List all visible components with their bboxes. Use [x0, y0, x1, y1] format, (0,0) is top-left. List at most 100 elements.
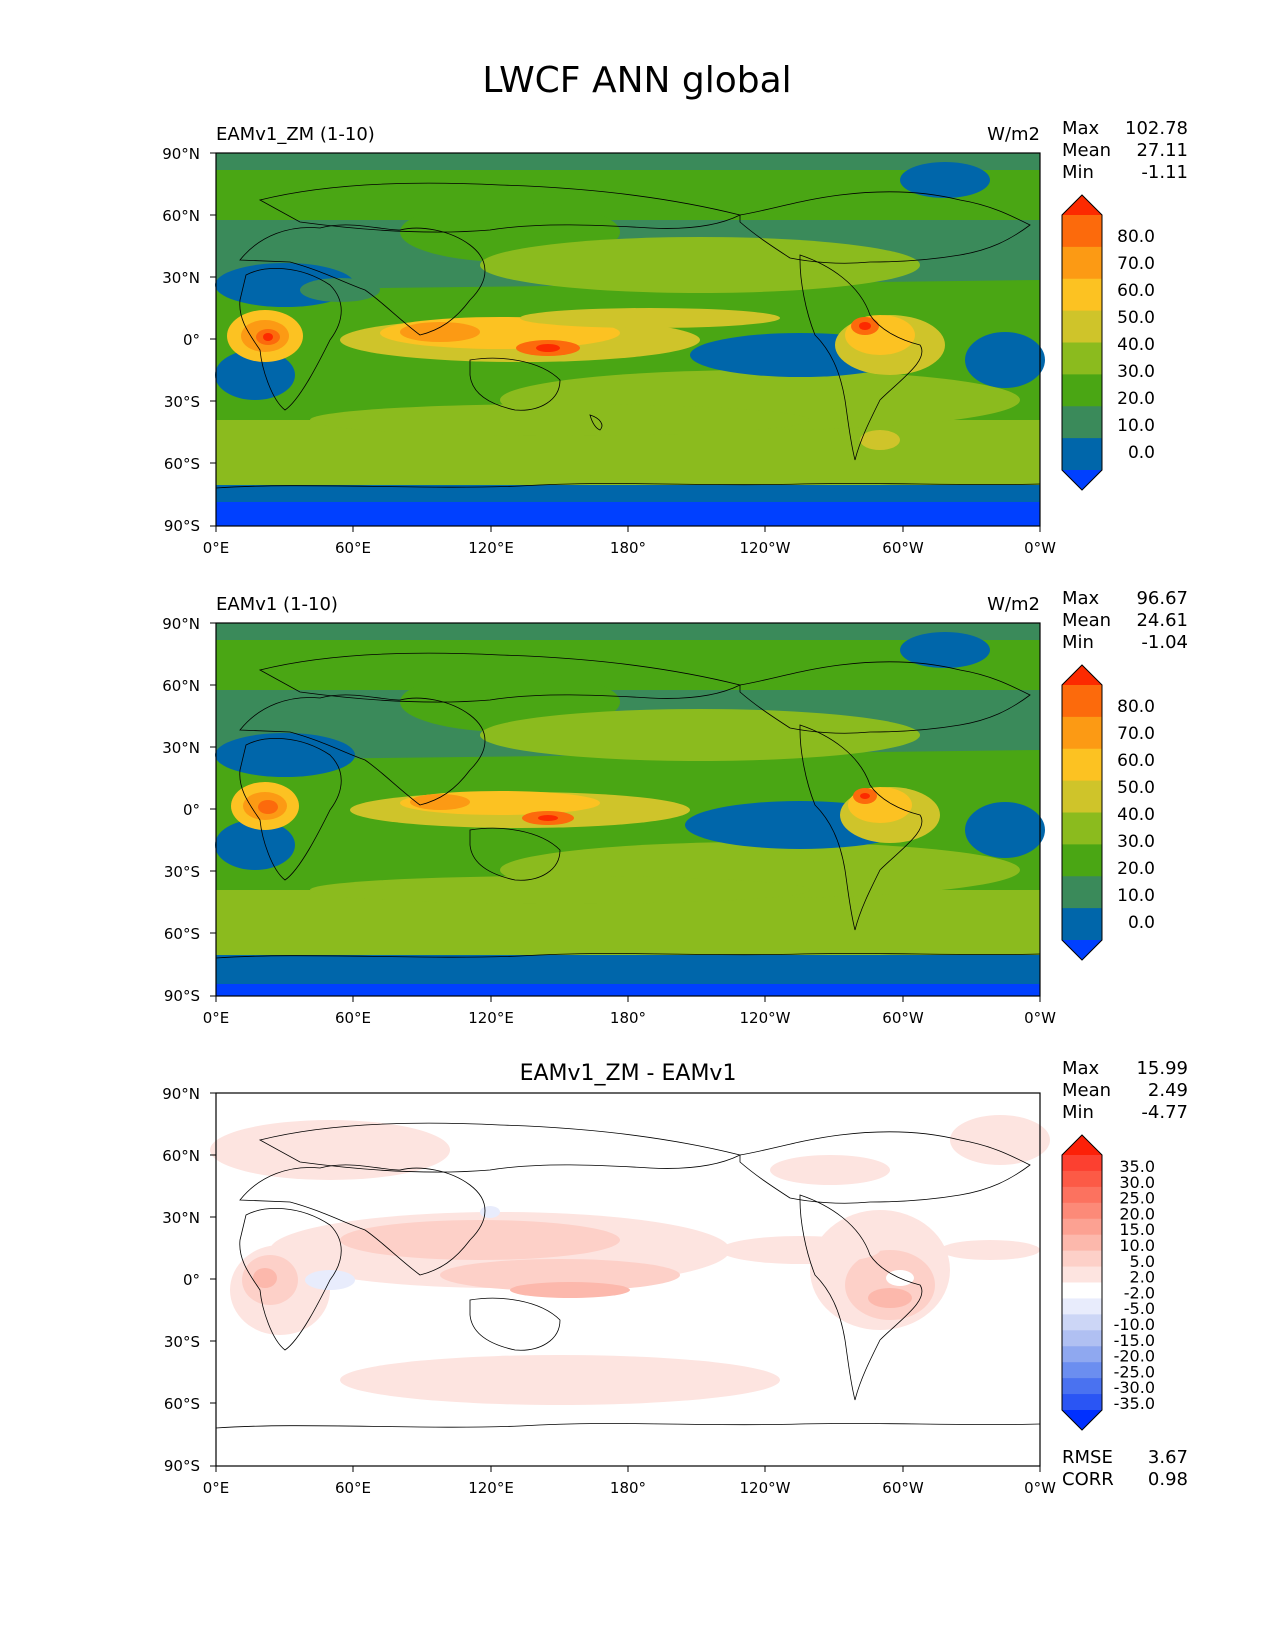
colorbar-swatch — [1062, 310, 1102, 343]
colorbar-tick-label: 0.0 — [1128, 443, 1155, 463]
colorbar-swatch — [1062, 246, 1102, 280]
map-field — [215, 623, 1045, 996]
colorbar-swatch — [1062, 685, 1102, 718]
colorbar-swatch — [1062, 374, 1102, 407]
colorbar-swatch — [1062, 1298, 1102, 1315]
colorbar-swatch — [1062, 438, 1102, 471]
lat-tick-label: 90°S — [164, 987, 200, 1005]
colorbar-tick-label: 10.0 — [1117, 886, 1155, 906]
panel-units: W/m2 — [987, 124, 1040, 145]
lat-tick-label: 90°N — [162, 145, 200, 163]
map-field — [210, 1093, 1050, 1466]
colorbar-tick-label: 60.0 — [1117, 751, 1155, 771]
stats-block: Max 102.78 Mean 27.11 Min -1.11 — [1062, 118, 1188, 183]
lon-tick-label: 60°E — [335, 1009, 371, 1027]
colorbar-swatch — [1062, 844, 1102, 877]
stat-max-label: Max — [1062, 588, 1100, 609]
colorbar-swatch — [1062, 812, 1102, 845]
colorbar-tick-label: 80.0 — [1117, 697, 1155, 717]
colorbar-swatch — [1062, 1378, 1102, 1395]
colorbar-swatch — [1062, 1234, 1102, 1252]
colorbar-swatch — [1062, 1282, 1102, 1299]
colorbar-tick-label: 25.0 — [1119, 1189, 1155, 1208]
colorbar-swatch — [1062, 406, 1102, 439]
lon-tick-label: 0°E — [203, 539, 230, 557]
stat-corr-value: 0.98 — [1148, 1469, 1188, 1490]
lat-axis: 90°N 60°N 30°N 0° 30°S 60°S 90°S — [162, 615, 216, 1005]
lat-tick-label: 90°S — [164, 1457, 200, 1475]
lat-tick-label: 90°S — [164, 517, 200, 535]
panel-diff: EAMv1_ZM - EAMv1 Max 15.99 Mean 2.49 Min… — [162, 1058, 1188, 1497]
colorbar-outline — [1061, 194, 1103, 491]
stat-min-value: -4.77 — [1141, 1102, 1188, 1123]
colorbar-swatch — [1062, 1346, 1102, 1363]
stat-rmse-label: RMSE — [1062, 1447, 1113, 1468]
lon-tick-label: 120°E — [468, 1009, 514, 1027]
colorbar-swatch — [1062, 1170, 1102, 1188]
colorbar-swatch — [1062, 1218, 1102, 1236]
colorbar-tick-label: -2.0 — [1124, 1283, 1155, 1302]
figure-title: LWCF ANN global — [482, 60, 791, 101]
lat-tick-label: 30°S — [164, 1333, 200, 1351]
lon-tick-label: 180° — [610, 1479, 646, 1497]
lon-axis: 0°E 60°E 120°E 180° 120°W 60°W 0°W — [203, 1466, 1056, 1497]
stat-mean-value: 24.61 — [1136, 610, 1188, 631]
lat-tick-label: 0° — [183, 1271, 200, 1289]
lon-tick-label: 180° — [610, 539, 646, 557]
colorbar-extend-max — [1062, 195, 1102, 215]
lon-tick-label: 60°E — [335, 1479, 371, 1497]
lat-tick-label: 60°N — [162, 677, 200, 695]
colorbar-tick-label: 40.0 — [1117, 335, 1155, 355]
stat-min-label: Min — [1062, 632, 1094, 653]
colorbar-tick-label: 20.0 — [1117, 859, 1155, 879]
stat-rmse-value: 3.67 — [1148, 1447, 1188, 1468]
colorbar-tick-label: -5.0 — [1124, 1299, 1155, 1318]
lon-tick-label: 60°W — [882, 1479, 924, 1497]
colorbar-swatch — [1062, 780, 1102, 813]
panel-label: EAMv1 (1-10) — [216, 594, 338, 615]
lat-tick-label: 30°S — [164, 863, 200, 881]
colorbar-outline — [1061, 1134, 1103, 1431]
stat-max-value: 15.99 — [1136, 1058, 1188, 1079]
colorbar-tick-label: 60.0 — [1117, 281, 1155, 301]
colorbar-swatch — [1062, 748, 1102, 782]
lon-tick-label: 0°E — [203, 1009, 230, 1027]
lon-tick-label: 120°E — [468, 539, 514, 557]
colorbar-tick-label: 80.0 — [1117, 227, 1155, 247]
stat-max-value: 96.67 — [1136, 588, 1188, 609]
colorbar-tick-label: 15.0 — [1119, 1220, 1155, 1239]
colorbar-swatch — [1062, 278, 1102, 312]
colorbar-tick-label: 70.0 — [1117, 724, 1155, 744]
lon-tick-label: 60°W — [882, 1009, 924, 1027]
colorbar-tick-label: 40.0 — [1117, 805, 1155, 825]
colorbar-extend-min — [1062, 1410, 1102, 1430]
panel-units: W/m2 — [987, 594, 1040, 615]
lat-tick-label: 90°N — [162, 615, 200, 633]
lat-tick-label: 30°N — [162, 269, 200, 287]
lon-tick-label: 120°W — [740, 539, 791, 557]
colorbar-tick-label: 20.0 — [1117, 389, 1155, 409]
lat-tick-label: 60°N — [162, 207, 200, 225]
panel-ref: EAMv1 (1-10) W/m2 Max 96.67 Mean 24.61 M… — [162, 588, 1188, 1027]
lon-tick-label: 60°W — [882, 539, 924, 557]
lat-tick-label: 60°S — [164, 925, 200, 943]
colorbar-swatch — [1062, 1362, 1102, 1379]
map-field — [215, 153, 1045, 526]
lon-tick-label: 0°E — [203, 1479, 230, 1497]
lat-tick-label: 60°N — [162, 1147, 200, 1165]
colorbar-tick-label: 2.0 — [1130, 1268, 1155, 1287]
colorbar-extend-min — [1062, 940, 1102, 960]
colorbar-tick-label: 30.0 — [1119, 1173, 1155, 1192]
colorbar-swatch — [1062, 1394, 1102, 1411]
stat-mean-label: Mean — [1062, 140, 1111, 161]
colorbar-swatch — [1062, 215, 1102, 248]
colorbar-extend-min — [1062, 470, 1102, 490]
colorbar-extend-max — [1062, 1135, 1102, 1155]
stat-corr-label: CORR — [1062, 1469, 1114, 1490]
coastlines — [215, 182, 1041, 489]
colorbar-extend-max — [1062, 665, 1102, 685]
colorbar-tick-label: 5.0 — [1130, 1252, 1155, 1271]
stats-block: Max 15.99 Mean 2.49 Min -4.77 — [1062, 1058, 1188, 1123]
panel-title: EAMv1_ZM - EAMv1 — [520, 1061, 737, 1086]
lat-tick-label: 30°S — [164, 393, 200, 411]
